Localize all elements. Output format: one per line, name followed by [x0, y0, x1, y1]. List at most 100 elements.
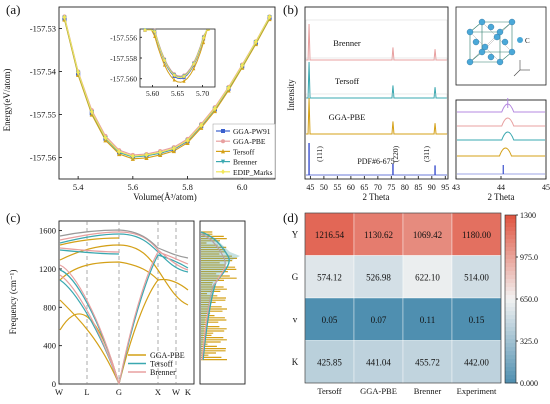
legend-marker: [221, 139, 225, 144]
colorbar-segment: [505, 239, 516, 244]
panel-a-inset-ticks: -157.556 -157.558 -157.560 5.60 5.65 5.70: [110, 33, 209, 98]
colorbar-segment: [505, 283, 516, 288]
colorbar-tick-label: 650.0: [520, 295, 538, 304]
xtick-label: 80: [401, 183, 409, 192]
legend-marker: [221, 159, 225, 165]
data-point: [89, 109, 94, 115]
colorbar-segment: [505, 251, 516, 256]
trace-label: Brenner: [333, 38, 361, 48]
data-point: [171, 145, 176, 152]
cell-value: 1069.42: [413, 230, 442, 240]
xtick-label: 75: [387, 183, 395, 192]
panel-b-xlabel: 2 Theta: [362, 192, 389, 202]
colorbar-segment: [505, 307, 516, 312]
zoom-xtick-label: 44: [497, 183, 505, 192]
inset-data-point: [153, 29, 157, 34]
phonon-dos-frame: [199, 220, 246, 385]
data-point: [76, 69, 81, 75]
colorbar-segment: [505, 223, 516, 228]
inset-xtick-label: 5.60: [146, 89, 159, 98]
colorbar-segment: [505, 311, 516, 316]
xtick-label: 90: [428, 183, 436, 192]
phonon-dos-curves: [200, 231, 240, 361]
panel-a-series: [62, 14, 272, 161]
peak-zoom-xlabel: 2 Theta: [487, 192, 514, 202]
cell-value: 0.15: [469, 315, 485, 325]
inset-line-edip_marks: [145, 29, 210, 79]
panel-a: (a) -157.53-157.54-157.55-157.56 5.4 5.6 5…: [2, 2, 276, 202]
colorbar-segment: [505, 331, 516, 336]
peak-zoom-ticks: 43 44 45: [452, 176, 550, 192]
panel-c: (c) Frequency (cm⁻¹) 0 400 800 1200 1600 W L G…: [6, 210, 246, 397]
atom-sphere: [493, 33, 501, 41]
heatmap-frame: [304, 212, 502, 384]
column-label: Experiment: [457, 386, 497, 396]
data-point: [185, 137, 190, 143]
xtick-label: 95: [441, 183, 449, 192]
inset-data-point: [192, 61, 196, 67]
legend-marker: [221, 148, 225, 154]
inset-line-tersoff: [145, 29, 211, 83]
kpoint-label: L: [84, 387, 89, 397]
colorbar-segment: [505, 279, 516, 284]
atoms: [466, 18, 516, 66]
ytick-label: -157.56: [30, 153, 56, 163]
colorbar-tick-label: 325.0: [520, 337, 538, 346]
heatmap-cell: [451, 297, 502, 341]
cell-value: 0.07: [371, 315, 387, 325]
kpoint-label: W: [55, 387, 63, 397]
heatmap-colorbar: 1300 975.0 650.0 325.0 0.000: [504, 211, 538, 388]
cell-value: 441.04: [366, 357, 391, 367]
heatmap-cell: [402, 297, 453, 341]
colorbar-segment: [505, 371, 516, 376]
dos-curve-brenner: [200, 233, 226, 361]
dispersion-band: [59, 231, 189, 385]
legend-label: EDIP_Marks: [233, 168, 273, 177]
atom-sphere: [508, 18, 516, 26]
heatmap-cell: [353, 340, 404, 384]
peak-zoom-inset: 43 44 45 2 Theta: [452, 98, 550, 202]
data-point: [62, 14, 67, 20]
data-point: [117, 148, 122, 155]
xtick-label: 60: [347, 183, 355, 192]
colorbar-segment: [505, 231, 516, 236]
atom-sphere: [478, 18, 486, 26]
data-point: [253, 39, 258, 45]
dos-curve-tersoff: [200, 231, 230, 361]
kpoint-label: X: [155, 387, 161, 397]
colorbar-segment: [505, 295, 516, 300]
heatmap-cell: [353, 212, 404, 256]
colorbar-segment: [505, 367, 516, 372]
heatmap-cell: [304, 212, 355, 256]
data-point: [144, 152, 149, 158]
colorbar-segment: [505, 235, 516, 240]
colorbar-segment: [505, 335, 516, 340]
ytick-label: 400: [43, 341, 56, 351]
panel-b-label: (b): [283, 2, 298, 17]
axis-triad: [513, 60, 530, 77]
atom-sphere: [481, 43, 489, 51]
heatmap-column-labels: Tersoff GGA-PBE Brenner Experiment: [304, 212, 502, 396]
inset-data-point: [162, 62, 167, 67]
column-label: Tersoff: [317, 386, 341, 396]
colorbar-segment: [505, 255, 516, 260]
dispersion-band: [59, 229, 189, 259]
inset-data-point: [172, 73, 176, 78]
panel-c-label: (c): [6, 210, 20, 225]
heatmap-cell: [402, 340, 453, 384]
kpoint-label: G: [116, 387, 122, 397]
colorbar-segment: [505, 291, 516, 296]
ytick-label: 1200: [39, 264, 56, 274]
atom-sphere: [496, 28, 504, 36]
cell-value: 574.12: [317, 272, 342, 282]
xrd-trace-gga-pbe: [306, 97, 447, 135]
inset-xtick-label: 5.65: [171, 89, 184, 98]
panel-a-inset: -157.556 -157.558 -157.560 5.60 5.65 5.70: [110, 27, 216, 98]
inset-data-point: [182, 79, 186, 83]
heatmap-cell: [304, 297, 355, 341]
colorbar-segment: [505, 215, 516, 220]
xtick-label: 55: [333, 183, 341, 192]
